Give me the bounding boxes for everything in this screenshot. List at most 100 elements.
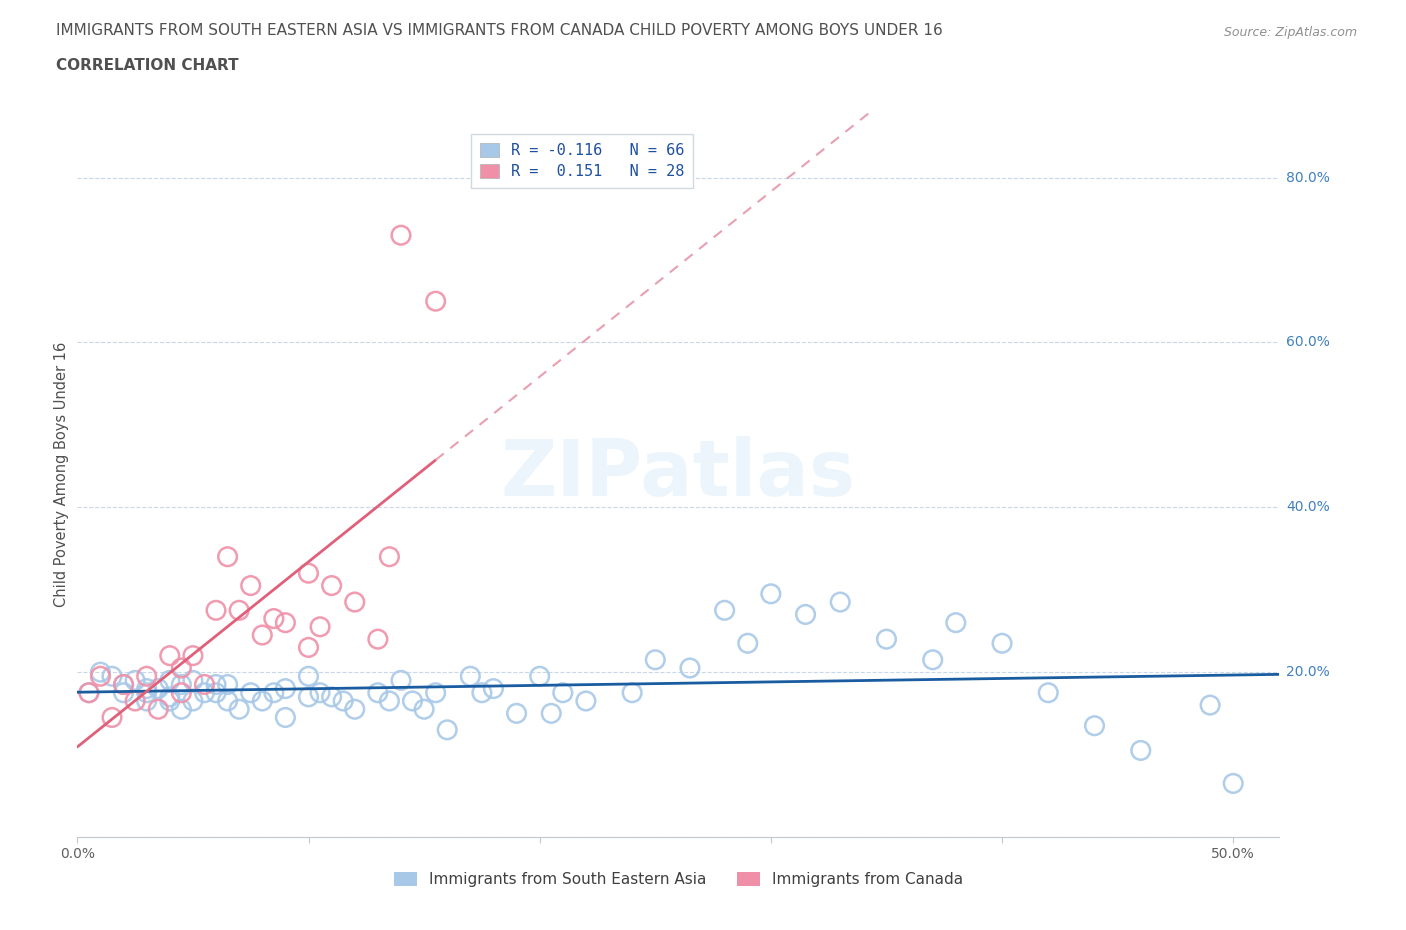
- Point: [529, 669, 551, 684]
- Point: [181, 673, 204, 688]
- Point: [89, 665, 111, 680]
- Point: [367, 631, 389, 646]
- Legend: Immigrants from South Eastern Asia, Immigrants from Canada: Immigrants from South Eastern Asia, Immi…: [387, 864, 970, 895]
- Point: [713, 603, 735, 618]
- Point: [1083, 718, 1105, 733]
- Point: [217, 677, 239, 692]
- Point: [991, 636, 1014, 651]
- Point: [124, 673, 146, 688]
- Point: [181, 694, 204, 709]
- Point: [193, 685, 215, 700]
- Point: [343, 702, 366, 717]
- Point: [135, 681, 157, 696]
- Point: [101, 710, 124, 724]
- Point: [263, 685, 285, 700]
- Point: [505, 706, 527, 721]
- Text: Source: ZipAtlas.com: Source: ZipAtlas.com: [1223, 26, 1357, 39]
- Point: [159, 648, 181, 663]
- Point: [389, 673, 412, 688]
- Point: [159, 673, 181, 688]
- Point: [217, 550, 239, 565]
- Point: [112, 677, 135, 692]
- Point: [135, 685, 157, 700]
- Point: [297, 689, 319, 704]
- Point: [89, 669, 111, 684]
- Point: [471, 685, 494, 700]
- Point: [170, 677, 193, 692]
- Point: [274, 710, 297, 724]
- Point: [794, 607, 817, 622]
- Point: [1222, 776, 1244, 790]
- Point: [170, 702, 193, 717]
- Point: [436, 723, 458, 737]
- Point: [460, 669, 482, 684]
- Point: [159, 694, 181, 709]
- Point: [239, 685, 262, 700]
- Point: [875, 631, 897, 646]
- Point: [135, 669, 157, 684]
- Point: [193, 677, 215, 692]
- Point: [274, 616, 297, 631]
- Point: [309, 685, 332, 700]
- Text: 60.0%: 60.0%: [1286, 336, 1330, 350]
- Point: [332, 694, 354, 709]
- Point: [679, 660, 702, 675]
- Point: [413, 702, 436, 717]
- Point: [124, 694, 146, 709]
- Point: [401, 694, 423, 709]
- Point: [737, 636, 759, 651]
- Point: [205, 677, 228, 692]
- Point: [321, 578, 343, 593]
- Point: [112, 677, 135, 692]
- Point: [170, 685, 193, 700]
- Point: [378, 694, 401, 709]
- Point: [621, 685, 644, 700]
- Point: [252, 628, 274, 643]
- Point: [77, 685, 100, 700]
- Point: [309, 619, 332, 634]
- Point: [343, 594, 366, 609]
- Point: [112, 685, 135, 700]
- Point: [321, 689, 343, 704]
- Text: 20.0%: 20.0%: [1286, 665, 1330, 679]
- Point: [378, 550, 401, 565]
- Point: [367, 685, 389, 700]
- Point: [551, 685, 574, 700]
- Point: [239, 578, 262, 593]
- Point: [830, 594, 852, 609]
- Point: [921, 652, 943, 667]
- Point: [205, 685, 228, 700]
- Point: [575, 694, 598, 709]
- Point: [217, 694, 239, 709]
- Point: [263, 611, 285, 626]
- Point: [135, 694, 157, 709]
- Point: [482, 681, 505, 696]
- Point: [297, 669, 319, 684]
- Point: [274, 681, 297, 696]
- Text: CORRELATION CHART: CORRELATION CHART: [56, 58, 239, 73]
- Point: [170, 660, 193, 675]
- Y-axis label: Child Poverty Among Boys Under 16: Child Poverty Among Boys Under 16: [53, 341, 69, 607]
- Point: [148, 681, 170, 696]
- Point: [389, 228, 412, 243]
- Point: [181, 648, 204, 663]
- Point: [159, 689, 181, 704]
- Text: ZIPatlas: ZIPatlas: [501, 436, 856, 512]
- Point: [945, 616, 967, 631]
- Point: [101, 669, 124, 684]
- Text: IMMIGRANTS FROM SOUTH EASTERN ASIA VS IMMIGRANTS FROM CANADA CHILD POVERTY AMONG: IMMIGRANTS FROM SOUTH EASTERN ASIA VS IM…: [56, 23, 943, 38]
- Point: [1038, 685, 1060, 700]
- Point: [252, 694, 274, 709]
- Point: [297, 640, 319, 655]
- Text: 80.0%: 80.0%: [1286, 170, 1330, 184]
- Point: [1199, 698, 1222, 712]
- Point: [228, 603, 250, 618]
- Point: [759, 587, 782, 602]
- Point: [644, 652, 666, 667]
- Point: [205, 603, 228, 618]
- Point: [77, 685, 100, 700]
- Point: [148, 702, 170, 717]
- Point: [540, 706, 562, 721]
- Point: [1129, 743, 1152, 758]
- Point: [425, 294, 447, 309]
